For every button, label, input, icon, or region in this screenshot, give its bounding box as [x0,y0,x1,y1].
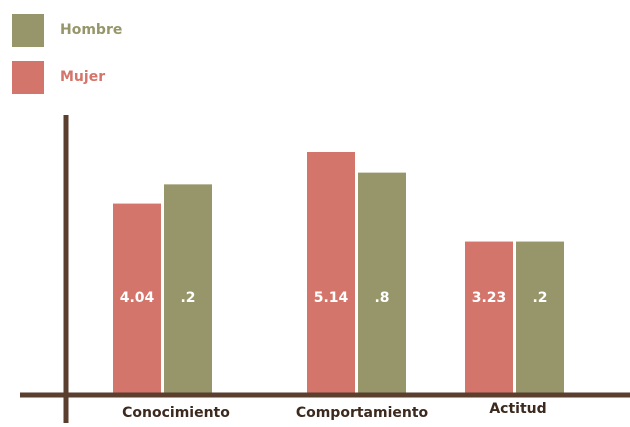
legend-label: Mujer [60,69,105,85]
legend-swatch [12,14,44,47]
data-label: 3.23 [472,290,507,306]
bar [358,172,406,393]
data-label: .2 [532,290,547,306]
bar [164,184,212,393]
bar [113,203,161,393]
bar [465,241,513,393]
data-label: 5.14 [314,290,349,306]
data-label: .2 [180,290,195,306]
x-tick-label: Actitud [489,401,546,417]
data-label: .8 [374,290,389,306]
legend-label: Hombre [60,22,122,38]
x-tick-label: Comportamiento [296,405,429,421]
x-tick-label: Conocimiento [122,405,230,421]
data-label: 4.04 [120,290,155,306]
bar [307,152,355,393]
legend-swatch [12,61,44,94]
bar [516,241,564,393]
